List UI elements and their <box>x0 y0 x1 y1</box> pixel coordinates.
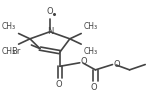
Text: O: O <box>47 7 53 16</box>
Text: O: O <box>55 80 62 89</box>
Text: CH₃: CH₃ <box>84 22 98 31</box>
Text: O: O <box>113 60 120 69</box>
Text: N: N <box>47 27 54 36</box>
Text: CH₃: CH₃ <box>2 47 16 56</box>
Text: O: O <box>80 57 87 66</box>
Text: Br: Br <box>11 47 20 56</box>
Text: CH₃: CH₃ <box>2 22 16 31</box>
Text: CH₃: CH₃ <box>84 47 98 56</box>
Text: O: O <box>91 83 97 92</box>
